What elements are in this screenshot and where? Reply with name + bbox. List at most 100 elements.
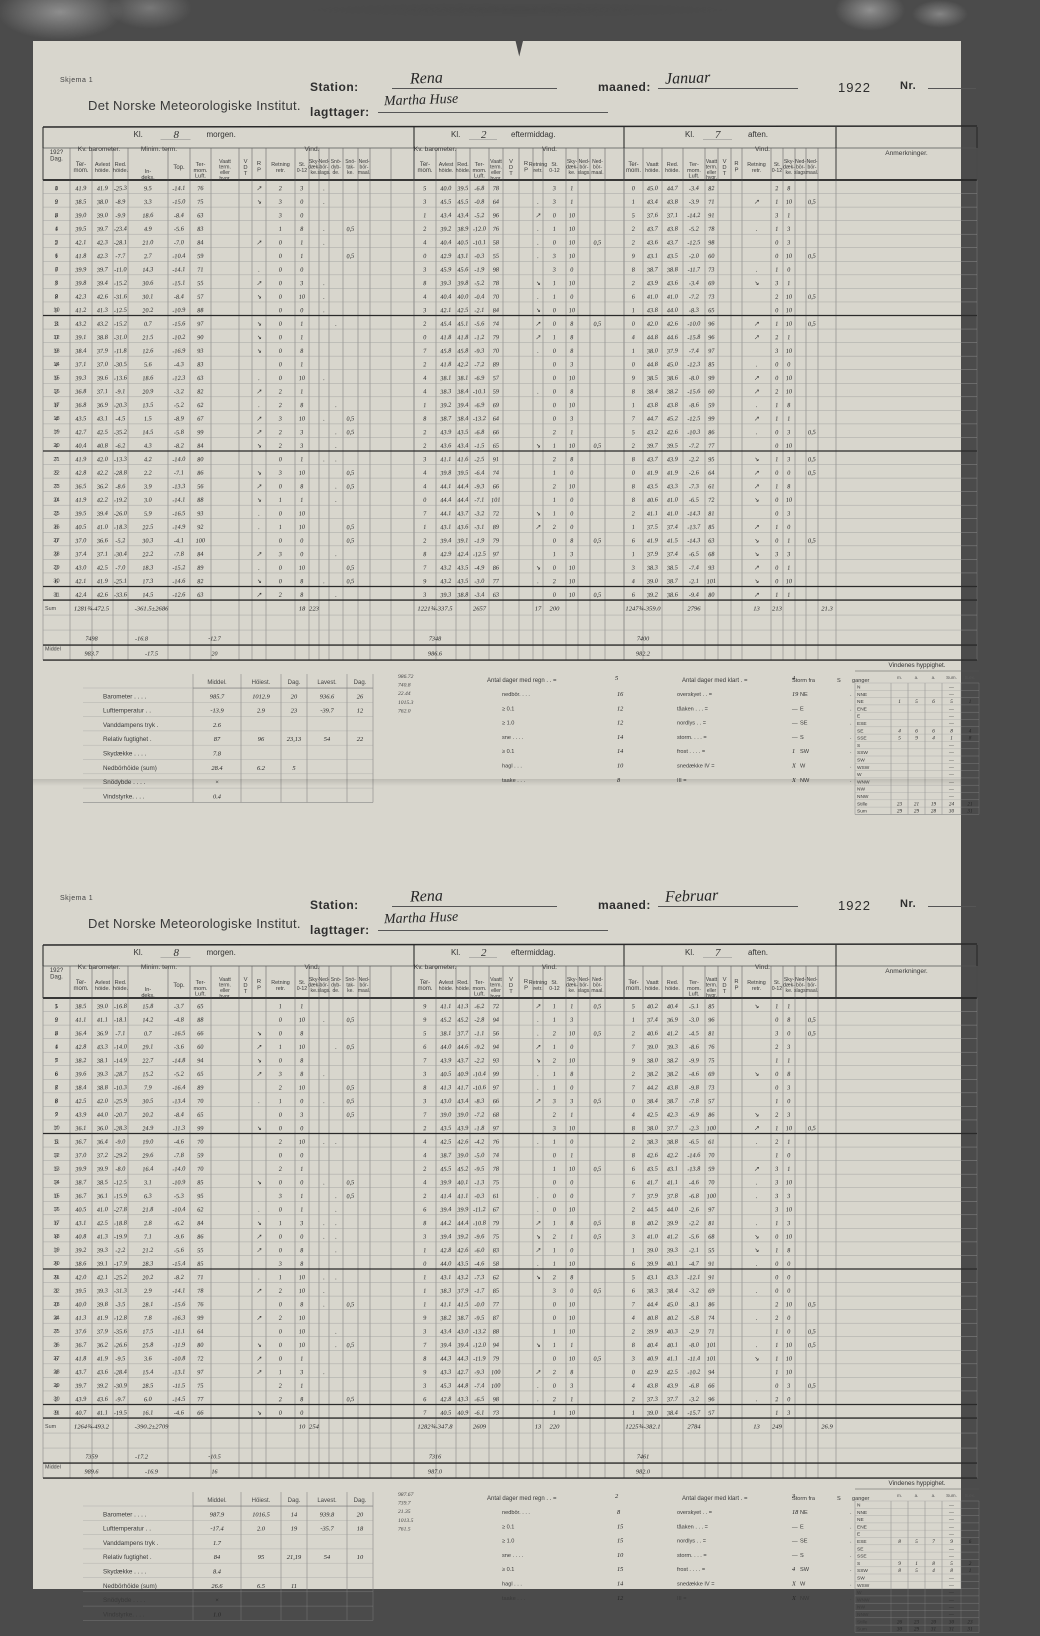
svg-text:39.9: 39.9 bbox=[456, 1206, 469, 1214]
svg-text:40.4: 40.4 bbox=[440, 239, 452, 247]
svg-text:30: 30 bbox=[949, 1619, 955, 1625]
svg-text:0: 0 bbox=[570, 1084, 575, 1091]
svg-text:100: 100 bbox=[706, 1193, 717, 1201]
svg-text:-9.3: -9.3 bbox=[474, 483, 485, 491]
svg-text:1.0: 1.0 bbox=[213, 1611, 222, 1618]
svg-text:-15.6: -15.6 bbox=[687, 388, 702, 396]
svg-text:-7.2: -7.2 bbox=[474, 361, 485, 369]
svg-text:NW: NW bbox=[857, 787, 865, 793]
svg-text:1: 1 bbox=[54, 1342, 58, 1349]
svg-text:S: S bbox=[837, 1496, 841, 1502]
svg-text:987.0: 987.0 bbox=[428, 1469, 443, 1476]
svg-text:1: 1 bbox=[787, 280, 791, 287]
svg-text:20.2: 20.2 bbox=[142, 307, 154, 315]
svg-text:42.3: 42.3 bbox=[97, 239, 109, 247]
svg-text:1: 1 bbox=[631, 307, 635, 314]
svg-text:0: 0 bbox=[775, 307, 780, 314]
svg-text:0: 0 bbox=[570, 524, 575, 531]
svg-text:37.9: 37.9 bbox=[646, 551, 659, 559]
svg-text:0: 0 bbox=[278, 321, 283, 328]
svg-text:3.3: 3.3 bbox=[143, 198, 152, 206]
svg-text:0,5: 0,5 bbox=[346, 564, 354, 572]
svg-text:41.3: 41.3 bbox=[97, 307, 109, 315]
svg-text:Kv. barometer.: Kv. barometer. bbox=[78, 146, 121, 153]
svg-text:0: 0 bbox=[775, 565, 780, 572]
svg-text:39.3: 39.3 bbox=[74, 375, 87, 383]
svg-text:8: 8 bbox=[570, 1071, 575, 1078]
svg-text:97: 97 bbox=[492, 1125, 500, 1133]
svg-text:8: 8 bbox=[631, 1220, 636, 1227]
svg-text:10: 10 bbox=[785, 1301, 793, 1309]
svg-text:-8.3: -8.3 bbox=[689, 307, 700, 315]
svg-text:↗: ↗ bbox=[753, 470, 760, 477]
svg-text:0: 0 bbox=[775, 1288, 780, 1295]
svg-text:3: 3 bbox=[569, 1383, 574, 1390]
svg-text:25.8: 25.8 bbox=[142, 1341, 154, 1349]
svg-text:-11.8: -11.8 bbox=[114, 347, 128, 355]
svg-text:84: 84 bbox=[492, 307, 499, 315]
svg-text:-390.2±2709: -390.2±2709 bbox=[135, 1424, 170, 1431]
svg-text:0: 0 bbox=[570, 1193, 575, 1200]
svg-text:26.9: 26.9 bbox=[821, 1424, 833, 1431]
svg-text:↗: ↗ bbox=[256, 388, 263, 395]
svg-text:38.1: 38.1 bbox=[96, 1057, 109, 1065]
svg-text:39.9: 39.9 bbox=[646, 1328, 659, 1336]
svg-text:-14.9: -14.9 bbox=[172, 523, 187, 531]
svg-text:8: 8 bbox=[932, 1561, 935, 1567]
svg-text:↘: ↘ bbox=[535, 280, 541, 287]
svg-text:N: N bbox=[857, 685, 861, 691]
svg-text:-6.4: -6.4 bbox=[474, 469, 485, 477]
svg-text:hagl . . .: hagl . . . bbox=[502, 764, 522, 770]
svg-text:-8.0: -8.0 bbox=[115, 1165, 126, 1173]
svg-text:↗: ↗ bbox=[753, 564, 760, 571]
svg-text:-8.9: -8.9 bbox=[115, 198, 126, 206]
svg-text:Retningretr.: Retning retr. bbox=[529, 162, 548, 174]
svg-text:64: 64 bbox=[492, 199, 499, 207]
svg-text:1: 1 bbox=[787, 1166, 791, 1173]
svg-text:Kl.: Kl. bbox=[685, 130, 694, 139]
svg-text:3: 3 bbox=[786, 510, 791, 517]
svg-text:-12.8: -12.8 bbox=[114, 1314, 129, 1322]
svg-text:0: 0 bbox=[775, 1017, 780, 1024]
svg-text:-6.5: -6.5 bbox=[689, 1138, 700, 1146]
svg-text:5: 5 bbox=[54, 1139, 58, 1146]
svg-text:10: 10 bbox=[568, 1409, 576, 1417]
svg-text:SE: SE bbox=[857, 728, 863, 734]
svg-text:1: 1 bbox=[775, 1057, 779, 1064]
svg-text:42.8: 42.8 bbox=[440, 1396, 452, 1404]
svg-text:86: 86 bbox=[708, 1301, 716, 1309]
svg-text:morgen.: morgen. bbox=[207, 130, 236, 139]
svg-text:Ter-mom.: Ter-mom. bbox=[418, 980, 433, 992]
svg-text:0: 0 bbox=[570, 1247, 575, 1254]
svg-text:73: 73 bbox=[492, 1410, 499, 1418]
svg-text:42.0: 42.0 bbox=[97, 1098, 109, 1106]
svg-text:.: . bbox=[850, 735, 852, 741]
svg-text:10: 10 bbox=[785, 293, 793, 301]
svg-text:-2.6: -2.6 bbox=[689, 469, 700, 477]
svg-text:1: 1 bbox=[787, 1057, 791, 1064]
svg-text:0: 0 bbox=[775, 578, 780, 585]
svg-text:0: 0 bbox=[278, 375, 283, 382]
svg-text:17: 17 bbox=[535, 606, 542, 613]
svg-text:96: 96 bbox=[492, 212, 500, 220]
svg-text:39.8: 39.8 bbox=[96, 1301, 109, 1309]
svg-text:38.8: 38.8 bbox=[96, 1084, 109, 1092]
svg-text:79: 79 bbox=[492, 537, 500, 545]
svg-text:↘: ↘ bbox=[753, 578, 759, 585]
svg-text:7: 7 bbox=[715, 129, 721, 141]
svg-text:3: 3 bbox=[53, 280, 58, 287]
svg-text:55: 55 bbox=[492, 253, 499, 261]
svg-text:64: 64 bbox=[708, 470, 715, 478]
svg-text:1: 1 bbox=[300, 239, 304, 246]
svg-text:0: 0 bbox=[631, 321, 636, 328]
svg-text:↘: ↘ bbox=[535, 442, 541, 449]
svg-text:NNW: NNW bbox=[857, 1612, 869, 1618]
svg-text:81: 81 bbox=[708, 510, 715, 518]
svg-text:3: 3 bbox=[569, 415, 574, 422]
svg-text:2: 2 bbox=[423, 429, 428, 436]
svg-text:-14.1: -14.1 bbox=[172, 496, 186, 504]
svg-text:↗: ↗ bbox=[535, 1003, 542, 1010]
svg-text:-35.7: -35.7 bbox=[320, 1526, 334, 1533]
svg-text:38.7: 38.7 bbox=[666, 1098, 679, 1106]
